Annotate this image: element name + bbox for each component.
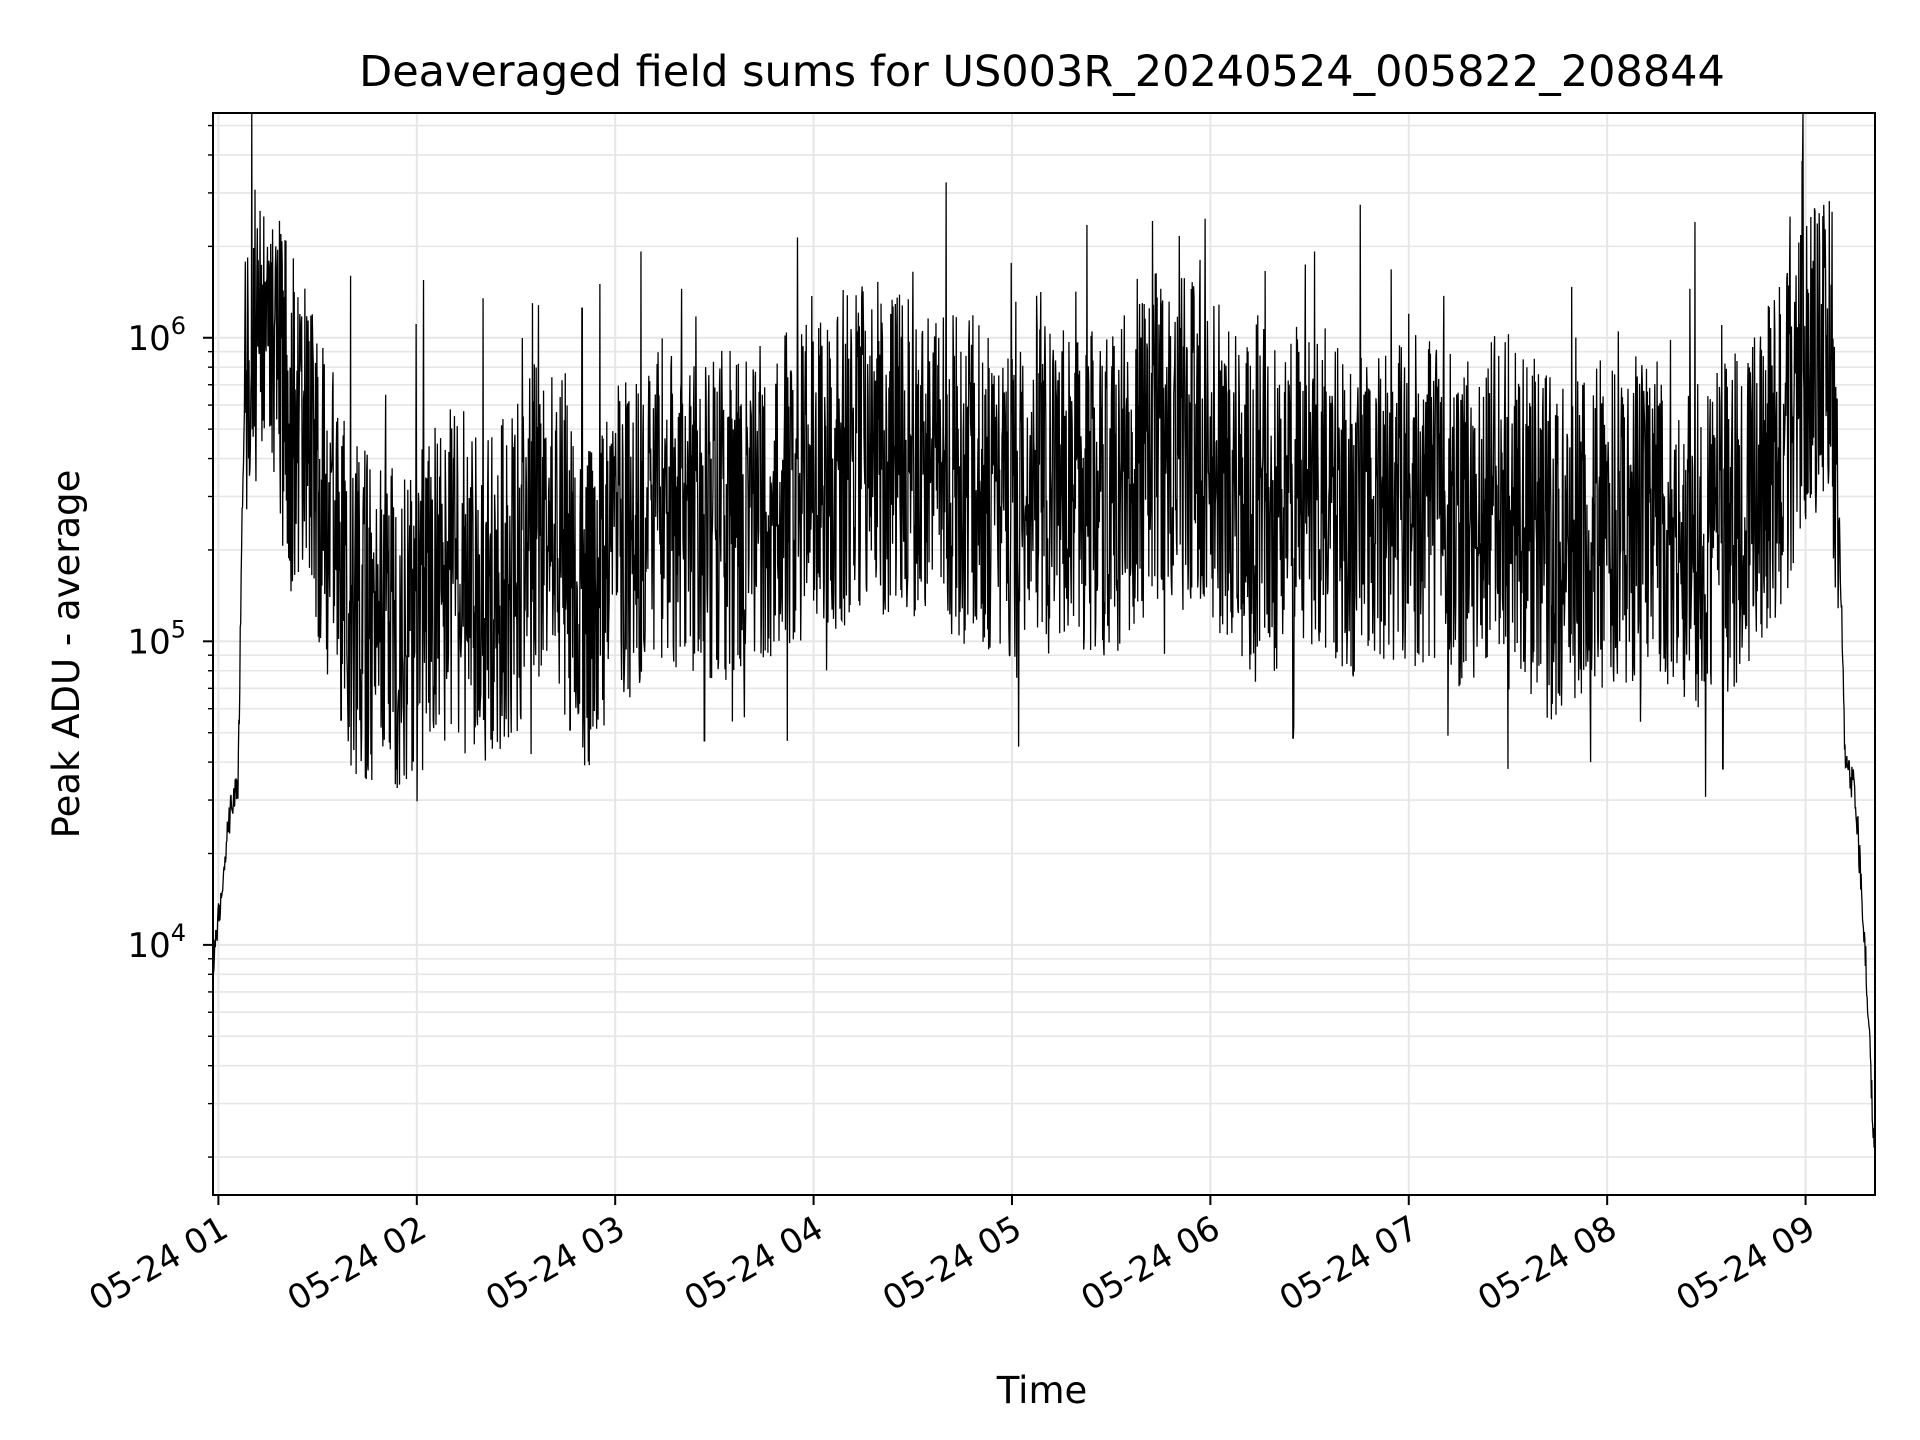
x-tick-label: 05-24 05	[876, 1208, 1028, 1319]
x-tick-label: 05-24 07	[1273, 1208, 1425, 1319]
x-tick-label: 05-24 01	[83, 1208, 235, 1319]
x-tick-label: 05-24 08	[1471, 1208, 1623, 1319]
x-tick-label: 05-24 09	[1670, 1208, 1822, 1319]
chart-title: Deaveraged field sums for US003R_2024052…	[359, 47, 1725, 97]
plot-frame	[212, 112, 1876, 1196]
series-line	[213, 113, 1875, 1156]
y-axis-label: Peak ADU - average	[45, 470, 88, 839]
y-tick-label: 105	[127, 615, 186, 662]
x-tick-label: 05-24 03	[479, 1208, 631, 1319]
x-tick-label: 05-24 06	[1074, 1208, 1226, 1319]
y-tick-label: 104	[127, 919, 186, 966]
x-axis: 05-24 01 05-24 02 05-24 03 05-24 04 05-24 05…	[83, 1195, 1822, 1319]
y-axis: 104 105 106	[127, 124, 213, 1158]
y-tick-label: 106	[127, 312, 186, 359]
x-axis-label: Time	[996, 1369, 1088, 1412]
plot-area	[213, 113, 1875, 1156]
x-tick-label: 05-24 02	[281, 1208, 433, 1319]
x-tick-label: 05-24 04	[678, 1208, 830, 1319]
